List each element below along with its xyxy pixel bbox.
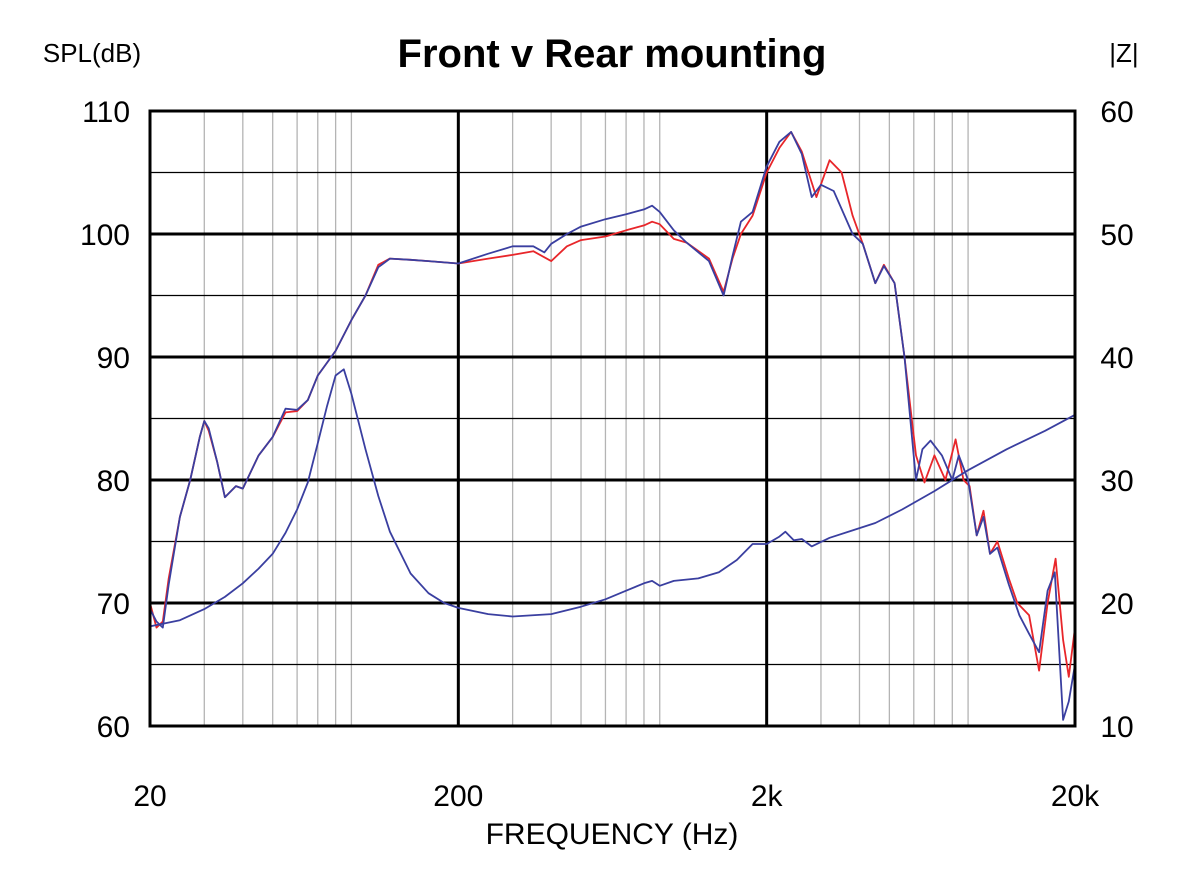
left-tick-label: 80 <box>97 465 130 498</box>
right-tick-label: 20 <box>1100 588 1133 621</box>
plot-frame <box>148 109 1077 728</box>
right-tick-label: 50 <box>1100 219 1133 252</box>
chart-title: Front v Rear mounting <box>398 32 827 76</box>
minor-grid <box>150 111 1075 726</box>
left-tick-label: 60 <box>97 711 130 744</box>
x-tick-label: 200 <box>433 780 483 813</box>
right-tick-label: 30 <box>1100 465 1133 498</box>
left-axis-label: SPL(dB) <box>43 38 141 68</box>
impedance-series-line <box>149 368 1076 628</box>
x-tick-labels: 20 200 2k 20k <box>133 780 1100 813</box>
right-tick-label: 10 <box>1100 711 1133 744</box>
right-axis-label: |Z| <box>1109 38 1138 68</box>
right-tick-labels: 10 20 30 40 50 60 <box>1100 96 1133 744</box>
left-tick-label: 100 <box>80 219 130 252</box>
x-axis-label: FREQUENCY (Hz) <box>486 818 739 851</box>
left-tick-label: 90 <box>97 342 130 375</box>
x-tick-label: 2k <box>751 780 784 813</box>
left-tick-label: 110 <box>82 96 130 129</box>
left-tick-label: 70 <box>97 588 130 621</box>
x-tick-label: 20 <box>133 780 166 813</box>
x-tick-label: 20k <box>1051 780 1100 813</box>
right-tick-label: 40 <box>1100 342 1133 375</box>
right-tick-label: 60 <box>1100 96 1133 129</box>
left-tick-labels: 60 70 80 90 100 110 <box>80 96 130 744</box>
series-layer <box>149 130 1076 721</box>
spl-series-blue-line <box>149 130 1076 721</box>
